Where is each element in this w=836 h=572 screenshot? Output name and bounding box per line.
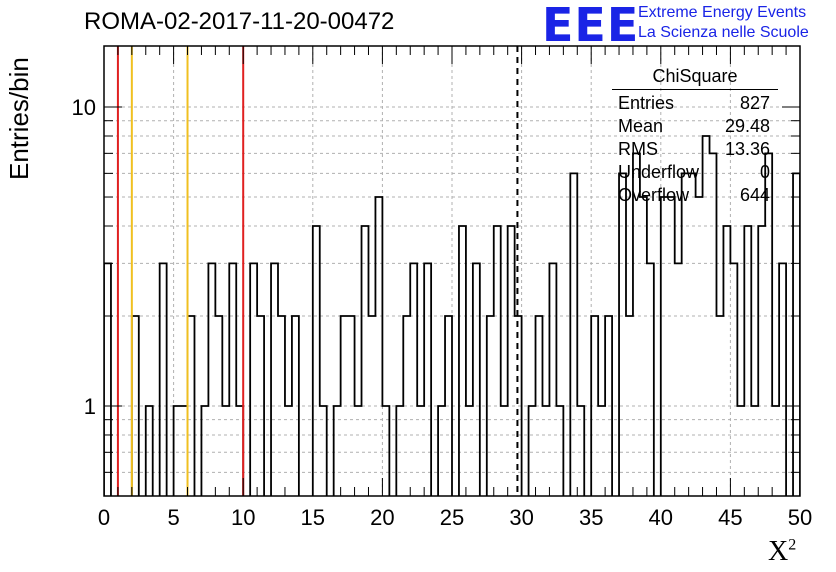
x-axis-label: X2 <box>768 536 796 568</box>
stats-label: RMS <box>618 139 658 159</box>
y-axis-label: Entries/bin <box>4 57 34 180</box>
x-tick-label: 40 <box>649 505 673 530</box>
x-tick-label: 5 <box>167 505 179 530</box>
x-tick-label: 15 <box>301 505 325 530</box>
histogram-bins <box>104 135 800 496</box>
stats-label: Overflow <box>618 185 690 205</box>
x-tick-label: 25 <box>440 505 464 530</box>
stats-row-rms: RMS 13.36 <box>612 138 778 161</box>
chart-title: ROMA-02-2017-11-20-00472 <box>84 8 395 35</box>
eee-logo: EEE <box>542 0 640 52</box>
logo-line-1: Extreme Energy Events <box>638 4 807 21</box>
stats-value: 13.36 <box>724 139 770 159</box>
x-tick-label: 10 <box>231 505 255 530</box>
stats-box: ChiSquare Entries 827 Mean 29.48 RMS 13.36 … <box>612 66 778 207</box>
stats-value: 0 <box>759 162 770 182</box>
x-axis-label-exponent: 2 <box>788 536 797 554</box>
reference-lines <box>116 46 519 496</box>
stats-row-entries: Entries 827 <box>612 92 778 115</box>
stats-row-underflow: Underflow 0 <box>612 161 778 184</box>
stats-value: 827 <box>739 93 770 113</box>
stats-label: Mean <box>618 116 664 136</box>
tick-labels: 1 10 0 5 10 15 20 25 30 35 40 45 50 <box>72 95 813 530</box>
y-tick-label: 10 <box>72 95 96 120</box>
x-tick-label: 30 <box>509 505 533 530</box>
stats-value: 644 <box>739 185 770 205</box>
stats-label: Entries <box>618 93 675 113</box>
x-tick-label: 20 <box>370 505 394 530</box>
axis-ticks <box>103 46 801 497</box>
stats-row-mean: Mean 29.48 <box>612 115 778 138</box>
x-tick-label: 50 <box>788 505 812 530</box>
histogram-outline <box>104 135 800 496</box>
y-tick-label: 1 <box>84 394 96 419</box>
x-tick-label: 35 <box>579 505 603 530</box>
logo-line-2: La Scienza nelle Scuole <box>638 24 809 41</box>
x-tick-label: 45 <box>718 505 742 530</box>
x-tick-label: 0 <box>98 505 110 530</box>
x-axis-label-base: X <box>768 536 789 567</box>
stats-row-overflow: Overflow 644 <box>612 184 778 207</box>
stats-value: 29.48 <box>724 116 770 136</box>
stats-title: ChiSquare <box>612 66 778 90</box>
stats-label: Underflow <box>618 162 700 182</box>
